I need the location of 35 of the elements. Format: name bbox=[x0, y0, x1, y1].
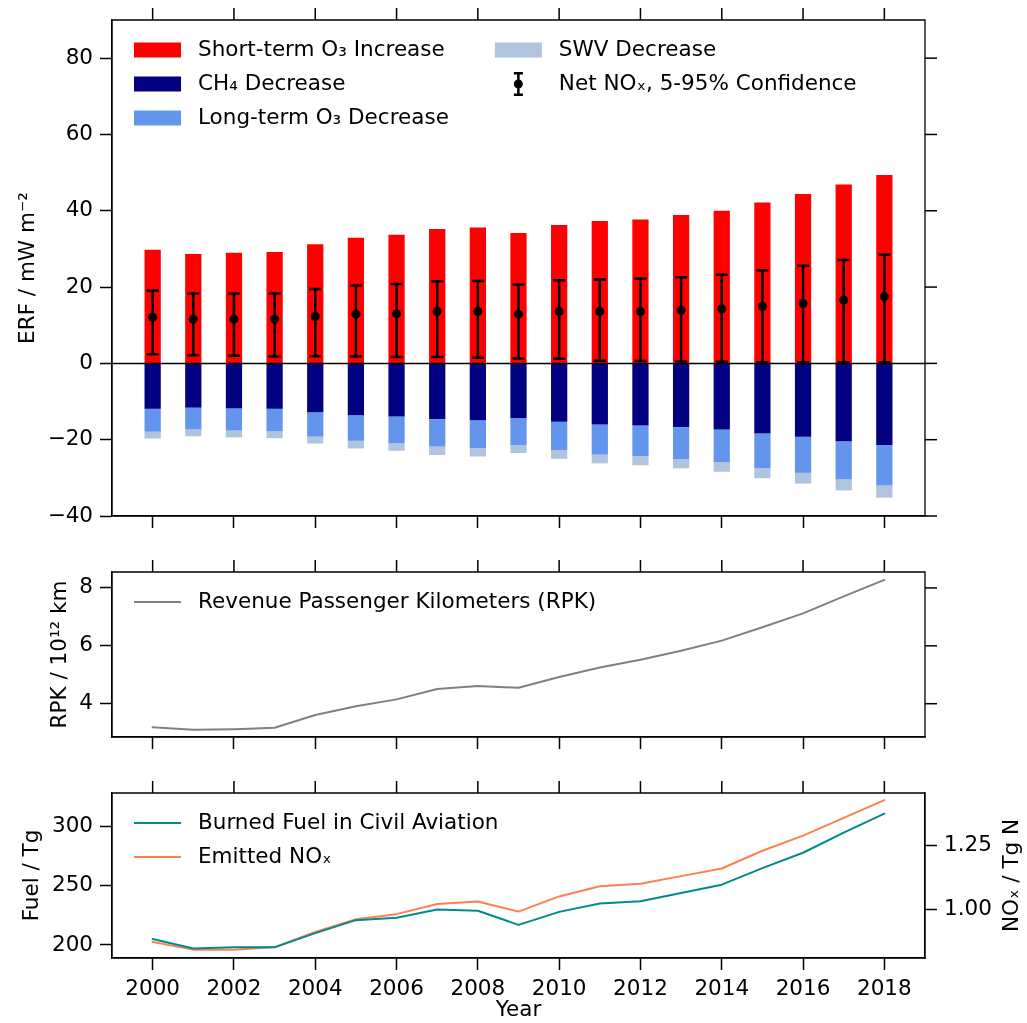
y2-tick-label: 1.00 bbox=[944, 894, 992, 920]
y-tick-label: 300 bbox=[51, 812, 93, 838]
y2-axis-title: NOₓ / Tg N bbox=[997, 818, 1023, 933]
y-tick-label: −40 bbox=[47, 501, 93, 527]
y-tick-label: 60 bbox=[65, 120, 93, 146]
y-tick-label: −20 bbox=[47, 425, 93, 451]
y-tick-label: 8 bbox=[79, 573, 93, 599]
x-tick-label: 2006 bbox=[369, 975, 424, 1001]
y-tick-label: 40 bbox=[65, 196, 93, 222]
y2-tick-label: 1.25 bbox=[944, 831, 992, 857]
legend-label: Emitted NOₓ bbox=[198, 842, 332, 868]
x-tick-label: 2016 bbox=[775, 975, 831, 1001]
x-tick-label: 2002 bbox=[206, 975, 262, 1001]
y-tick-label: 0 bbox=[79, 348, 93, 374]
x-tick-label: 2004 bbox=[287, 975, 343, 1001]
y-tick-label: 250 bbox=[51, 871, 93, 897]
x-tick-label: 2000 bbox=[125, 975, 181, 1001]
y-tick-label: 4 bbox=[79, 689, 93, 715]
legend-label: Burned Fuel in Civil Aviation bbox=[198, 808, 499, 834]
x-tick-label: 2018 bbox=[856, 975, 912, 1001]
y-axis-title: RPK / 10¹² km bbox=[45, 580, 71, 729]
legend-label: Revenue Passenger Kilometers (RPK) bbox=[198, 587, 597, 613]
y-tick-label: 200 bbox=[51, 930, 93, 956]
y-tick-label: 20 bbox=[65, 272, 93, 298]
y-axis-title: ERF / mW m⁻² bbox=[13, 192, 39, 344]
legend-label: Short-term O₃ Increase bbox=[198, 35, 445, 61]
y-tick-label: 6 bbox=[79, 631, 93, 657]
y-axis-title: Fuel / Tg bbox=[17, 829, 43, 922]
legend-label: Long-term O₃ Decrease bbox=[198, 103, 449, 129]
legend-label: CH₄ Decrease bbox=[198, 69, 346, 95]
x-tick-label: 2014 bbox=[694, 975, 750, 1001]
x-tick-label: 2012 bbox=[613, 975, 668, 1001]
legend-label: Net NOₓ, 5-95% Confidence bbox=[558, 69, 857, 95]
legend-label: SWV Decrease bbox=[558, 35, 717, 61]
y-tick-label: 80 bbox=[65, 43, 93, 69]
